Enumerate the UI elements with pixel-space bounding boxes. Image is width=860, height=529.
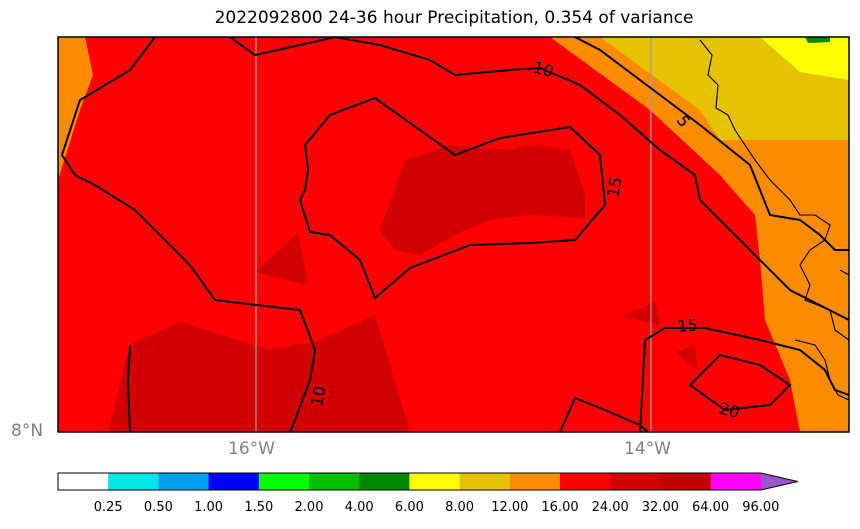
colorbar-tick-label: 24.00 — [591, 500, 629, 515]
colorbar-swatch — [610, 473, 661, 490]
contour-label-10-top: 10 — [531, 58, 556, 82]
colorbar-tick-label: 4.00 — [344, 500, 374, 515]
colorbar-swatch — [459, 473, 511, 490]
colorbar — [57, 472, 798, 491]
colorbar-swatch — [58, 473, 109, 490]
colorbar-swatch — [258, 473, 310, 490]
colorbar-tick-label: 96.00 — [742, 500, 780, 515]
colorbar-tick-label: 64.00 — [691, 500, 730, 515]
gridlines — [255, 37, 652, 432]
colorbar-swatch — [710, 473, 762, 490]
colorbar-swatch — [560, 473, 611, 490]
colorbar-extend-arrow — [760, 473, 798, 490]
colorbar-tick-label: 12.00 — [491, 500, 529, 515]
colorbar-tick-label: 0.50 — [143, 500, 173, 515]
colorbar-swatch — [309, 473, 360, 490]
colorbar-tick-label: 16.00 — [541, 500, 579, 515]
precip-field-24-32-small — [255, 233, 308, 285]
lat-label-8n: 8°N — [11, 421, 44, 441]
colorbar-tick-label: 1.00 — [194, 500, 224, 515]
coastline — [699, 39, 849, 401]
map-title: 2022092800 24-36 hour Precipitation, 0.3… — [214, 8, 694, 28]
colorbar-swatch — [509, 473, 561, 490]
precip-field-24-32-bottom — [108, 315, 410, 432]
precip-field-24-32-center — [380, 145, 585, 255]
colorbar-swatch — [660, 473, 712, 490]
contour-label-10-bottom: 10 — [307, 384, 329, 407]
colorbar-tick-label: 32.00 — [641, 500, 679, 515]
colorbar-swatch — [158, 473, 210, 490]
precip-field-left-12-16 — [58, 37, 93, 180]
map-frame — [57, 36, 850, 433]
contour-label-20: 20 — [717, 399, 742, 423]
colorbar-swatch — [359, 473, 410, 490]
precip-field-8-12 — [600, 37, 849, 140]
colorbar-swatch — [108, 473, 159, 490]
contour-label-15-center: 15 — [603, 175, 625, 198]
colorbar-outline — [57, 472, 798, 491]
lon-label-16w: 16°W — [228, 439, 275, 459]
precip-field-6-8 — [760, 37, 849, 80]
colorbar-tick-label: 8.00 — [445, 500, 475, 515]
colorbar-tick-label: 6.00 — [394, 500, 424, 515]
colorbar-swatch — [208, 473, 260, 490]
contour-label-15-right: 15 — [677, 315, 699, 336]
contour-labels: 10 5 15 15 20 10 — [307, 58, 741, 423]
precip-field-24-32-right2 — [676, 345, 697, 370]
filled-contours — [58, 37, 849, 432]
colorbar-tick-label: 1.50 — [244, 500, 274, 515]
contour-lines — [60, 37, 849, 432]
precip-field-4-6 — [805, 37, 830, 43]
colorbar-tick-label: 2.00 — [294, 500, 324, 515]
colorbar-swatch — [409, 473, 461, 490]
lon-label-14w: 14°W — [624, 439, 671, 459]
colorbar-tick-label: 0.25 — [93, 500, 123, 515]
